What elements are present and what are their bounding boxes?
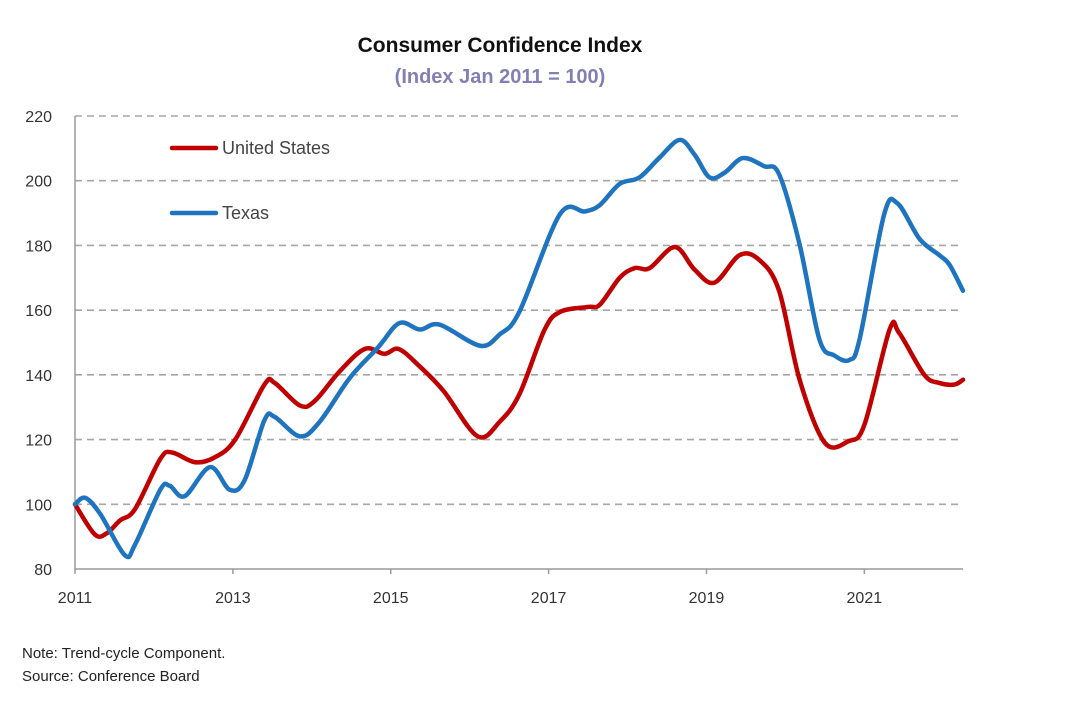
y-tick-label: 80 [34, 562, 52, 579]
chart-subtitle: (Index Jan 2011 = 100) [394, 66, 606, 88]
y-tick-label: 100 [25, 497, 52, 514]
legend-label: United States [222, 138, 330, 158]
chart-title: Consumer Confidence Index [357, 34, 643, 57]
x-tick-label: 2013 [215, 590, 251, 607]
y-tick-label: 200 [25, 174, 52, 191]
x-tick-label: 2011 [58, 590, 93, 607]
x-tick-label: 2019 [689, 590, 725, 607]
y-tick-label: 180 [25, 238, 52, 255]
y-tick-label: 220 [25, 109, 52, 126]
note-text: Note: Trend-cycle Component. [22, 645, 226, 662]
y-tick-label: 120 [25, 433, 52, 450]
series-line-united-states [72, 244, 966, 540]
series-line-texas [72, 137, 966, 560]
source-text: Source: Conference Board [22, 668, 200, 685]
legend-label: Texas [222, 203, 269, 223]
y-tick-label: 160 [25, 303, 52, 320]
y-tick-label: 140 [25, 368, 52, 385]
x-tick-label: 2015 [373, 590, 409, 607]
x-tick-label: 2017 [531, 590, 567, 607]
x-tick-label: 2021 [847, 590, 883, 607]
